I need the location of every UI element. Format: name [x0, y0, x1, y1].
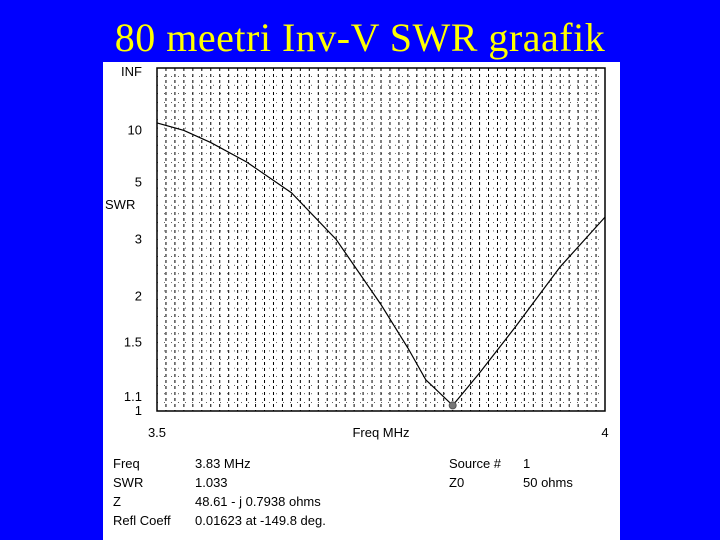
z-value: 48.61 - j 0.7938 ohms: [195, 494, 321, 509]
y-tick-label: INF: [121, 64, 142, 79]
x-axis-label: Freq MHz: [352, 425, 409, 440]
slide-title: 80 meetri Inv-V SWR graafik: [114, 15, 606, 60]
refl-coeff-label: Refl Coeff: [113, 513, 171, 528]
y-tick-label: 1.5: [124, 334, 142, 349]
refl-coeff-value: 0.01623 at -149.8 deg.: [195, 513, 326, 528]
swr-value: 1.033: [195, 475, 228, 490]
z0-value: 50 ohms: [523, 475, 573, 490]
readout-labels-right: Source # Z0: [449, 454, 501, 492]
y-tick-label: 1: [135, 403, 142, 418]
freq-value: 3.83 MHz: [195, 456, 251, 471]
swr-chart-panel: INF 10 5 3 2 1.5 1.1 1 3.5 4 SWR Freq MHz Freq S…: [103, 62, 620, 540]
source-label: Source #: [449, 456, 502, 471]
readout-values-left: 3.83 MHz 1.033 48.61 - j 0.7938 ohms 0.0…: [195, 454, 326, 530]
y-tick-label: 1.1: [124, 389, 142, 404]
x-tick-label: 3.5: [148, 425, 166, 440]
swr-curve: [156, 122, 606, 407]
x-tick-label: 4: [601, 425, 608, 440]
plot-frame: [156, 67, 606, 412]
y-tick-labels: INF 10 5 3 2 1.5 1.11: [121, 64, 142, 418]
swr-label: SWR: [113, 475, 144, 490]
y-tick-label: 3: [135, 232, 142, 247]
y-tick-label: 10: [128, 122, 142, 137]
freq-label: Freq: [113, 456, 140, 471]
readout-labels-left: Freq SWR Z Refl Coeff: [113, 454, 171, 530]
plot-border: [156, 67, 606, 412]
y-axis-label: SWR: [105, 197, 135, 212]
readout-values-right: 1 50 ohms: [523, 454, 573, 492]
min-swr-marker: [448, 401, 457, 410]
x-tick-labels: 3.5 4: [148, 425, 609, 440]
source-value: 1: [523, 456, 531, 471]
y-tick-label: 5: [135, 174, 142, 189]
chart-grid: [157, 68, 605, 411]
z-label: Z: [113, 494, 121, 509]
y-tick-label: 2: [135, 289, 142, 304]
z0-label: Z0: [449, 475, 465, 490]
